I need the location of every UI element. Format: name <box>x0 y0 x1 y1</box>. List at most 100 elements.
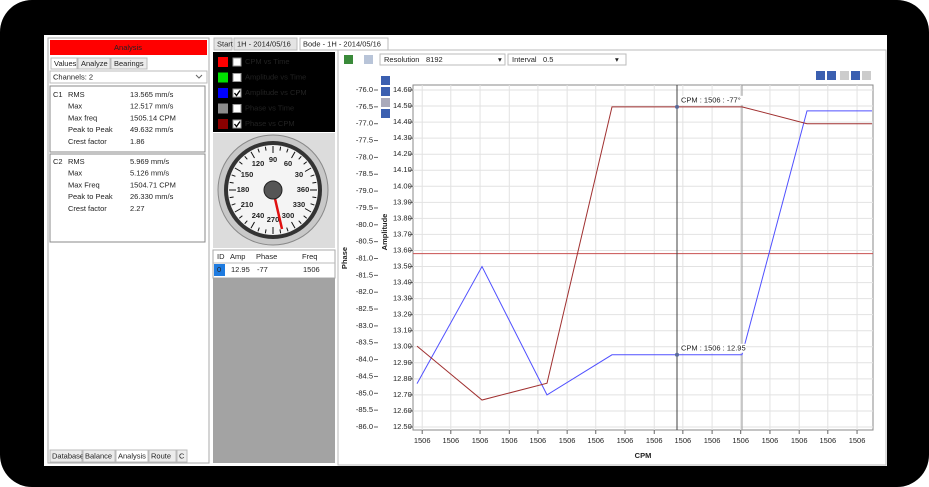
stat-label: RMS <box>68 157 85 166</box>
y-tick-label: 13.10 <box>393 326 412 335</box>
y2-tick-label: -83.0 <box>356 321 373 330</box>
stat-value: 1.86 <box>130 137 145 146</box>
y2-tick-label: -81.5 <box>356 270 373 279</box>
x-tick-label: 1506 <box>819 436 836 445</box>
y2-tick-label: -82.0 <box>356 287 373 296</box>
x-tick-label: 1506 <box>472 436 489 445</box>
plot-area <box>413 85 873 430</box>
table-cell: 12.95 <box>231 265 250 274</box>
stat-value: 1504.71 CPM <box>130 180 176 189</box>
toolbar-icon[interactable] <box>364 55 373 64</box>
y2-tick-label: -78.5 <box>356 169 373 178</box>
x-tick-label: 1506 <box>587 436 604 445</box>
panel-tab-label[interactable]: Analyze <box>81 59 108 68</box>
gauge-tick <box>230 182 234 183</box>
tab-label[interactable]: Bode - 1H - 2014/05/16 <box>303 39 381 48</box>
stat-label: Max <box>68 169 82 178</box>
bottom-tab-label[interactable]: C <box>179 451 185 460</box>
legend-label: Phase vs Time <box>245 103 294 112</box>
chart-icon[interactable] <box>840 71 849 80</box>
stat-label: RMS <box>68 90 85 99</box>
x-tick-label: 1506 <box>442 436 459 445</box>
zoom-icon[interactable] <box>381 109 390 118</box>
y-tick-label: 13.60 <box>393 245 412 254</box>
gauge-tick <box>280 229 281 233</box>
table-header: Amp <box>230 252 245 261</box>
y-tick-label: 14.10 <box>393 165 412 174</box>
y2-tick-label: -80.5 <box>356 237 373 246</box>
stat-value: 26.330 mm/s <box>130 192 174 201</box>
panel-tab-label[interactable]: Values <box>54 59 77 68</box>
legend-swatch <box>218 104 228 114</box>
chart-icon[interactable] <box>827 71 836 80</box>
bottom-tab-label[interactable]: Balance <box>85 451 112 460</box>
stat-value: 13.565 mm/s <box>130 90 174 99</box>
tab-label[interactable]: 1H - 2014/05/16 <box>237 39 291 48</box>
zoom-icon[interactable] <box>381 98 390 107</box>
y-tick-label: 12.50 <box>393 422 412 431</box>
x-tick-label: 1506 <box>559 436 576 445</box>
channel-select[interactable]: Channels: 2 <box>53 72 93 81</box>
zoom-icon[interactable] <box>381 87 390 96</box>
y2-tick-label: -85.5 <box>356 405 373 414</box>
y-tick-label: 14.50 <box>393 101 412 110</box>
y-tick-label: 13.70 <box>393 229 412 238</box>
cursor-point <box>675 105 679 109</box>
y2-tick-label: -77.5 <box>356 136 373 145</box>
table-cell: -77 <box>257 265 268 274</box>
channel-id: C2 <box>53 157 63 166</box>
x-tick-label: 1506 <box>675 436 692 445</box>
y-tick-label: 14.60 <box>393 85 412 94</box>
gauge-label: 300 <box>282 211 295 220</box>
legend-label: Amplitude vs Time <box>245 72 306 81</box>
y2-tick-label: -81.0 <box>356 253 373 262</box>
y2-tick-label: -84.0 <box>356 355 373 364</box>
y2-tick-label: -78.0 <box>356 152 373 161</box>
x-tick-label: 1506 <box>704 436 721 445</box>
bottom-tab-label[interactable]: Analysis <box>118 451 146 460</box>
y-tick-label: 14.40 <box>393 117 412 126</box>
stat-value: 12.517 mm/s <box>130 102 174 111</box>
toolbar-value[interactable]: 8192 <box>426 55 443 64</box>
y-tick-label: 12.80 <box>393 374 412 383</box>
bottom-tab-label[interactable]: Database <box>52 451 84 460</box>
zoom-icon[interactable] <box>381 76 390 85</box>
y2-tick-label: -85.0 <box>356 388 373 397</box>
toolbar-icon[interactable] <box>344 55 353 64</box>
y2-tick-label: -77.0 <box>356 119 373 128</box>
stat-value: 49.632 mm/s <box>130 125 174 134</box>
panel-tab-label[interactable]: Bearings <box>114 59 144 68</box>
y2-tick-label: -76.0 <box>356 85 373 94</box>
gauge-tick <box>280 147 281 151</box>
y-axis-title: Amplitude <box>380 214 389 251</box>
gauge-label: 90 <box>269 155 277 164</box>
y2-tick-label: -76.5 <box>356 102 373 111</box>
tab-label[interactable]: Start <box>217 39 234 48</box>
chart-icon[interactable] <box>816 71 825 80</box>
gauge-tick <box>265 229 266 233</box>
gauge-label: 60 <box>284 159 292 168</box>
y-tick-label: 13.90 <box>393 197 412 206</box>
y-tick-label: 13.50 <box>393 262 412 271</box>
legend-checkbox[interactable] <box>233 74 241 82</box>
legend-swatch <box>218 73 228 83</box>
gauge-tick <box>230 197 234 198</box>
bottom-tab-label[interactable]: Route <box>151 451 171 460</box>
y2-tick-label: -79.5 <box>356 203 373 212</box>
legend-checkbox[interactable] <box>233 58 241 66</box>
channel-id: C1 <box>53 90 63 99</box>
y-tick-label: 12.70 <box>393 390 412 399</box>
stat-value: 5.126 mm/s <box>130 169 169 178</box>
stat-label: Crest factor <box>68 137 107 146</box>
x-tick-label: 1506 <box>732 436 749 445</box>
y-tick-label: 14.20 <box>393 149 412 158</box>
x-tick-label: 1506 <box>646 436 663 445</box>
legend-checkbox[interactable] <box>233 105 241 113</box>
y-tick-label: 13.00 <box>393 342 412 351</box>
x-tick-label: 1506 <box>849 436 866 445</box>
chart-icon[interactable] <box>851 71 860 80</box>
chart-icon[interactable] <box>862 71 871 80</box>
toolbar-value[interactable]: 0.5 <box>543 55 553 64</box>
legend-label: CPM vs Time <box>245 57 290 66</box>
y2-tick-label: -80.0 <box>356 220 373 229</box>
